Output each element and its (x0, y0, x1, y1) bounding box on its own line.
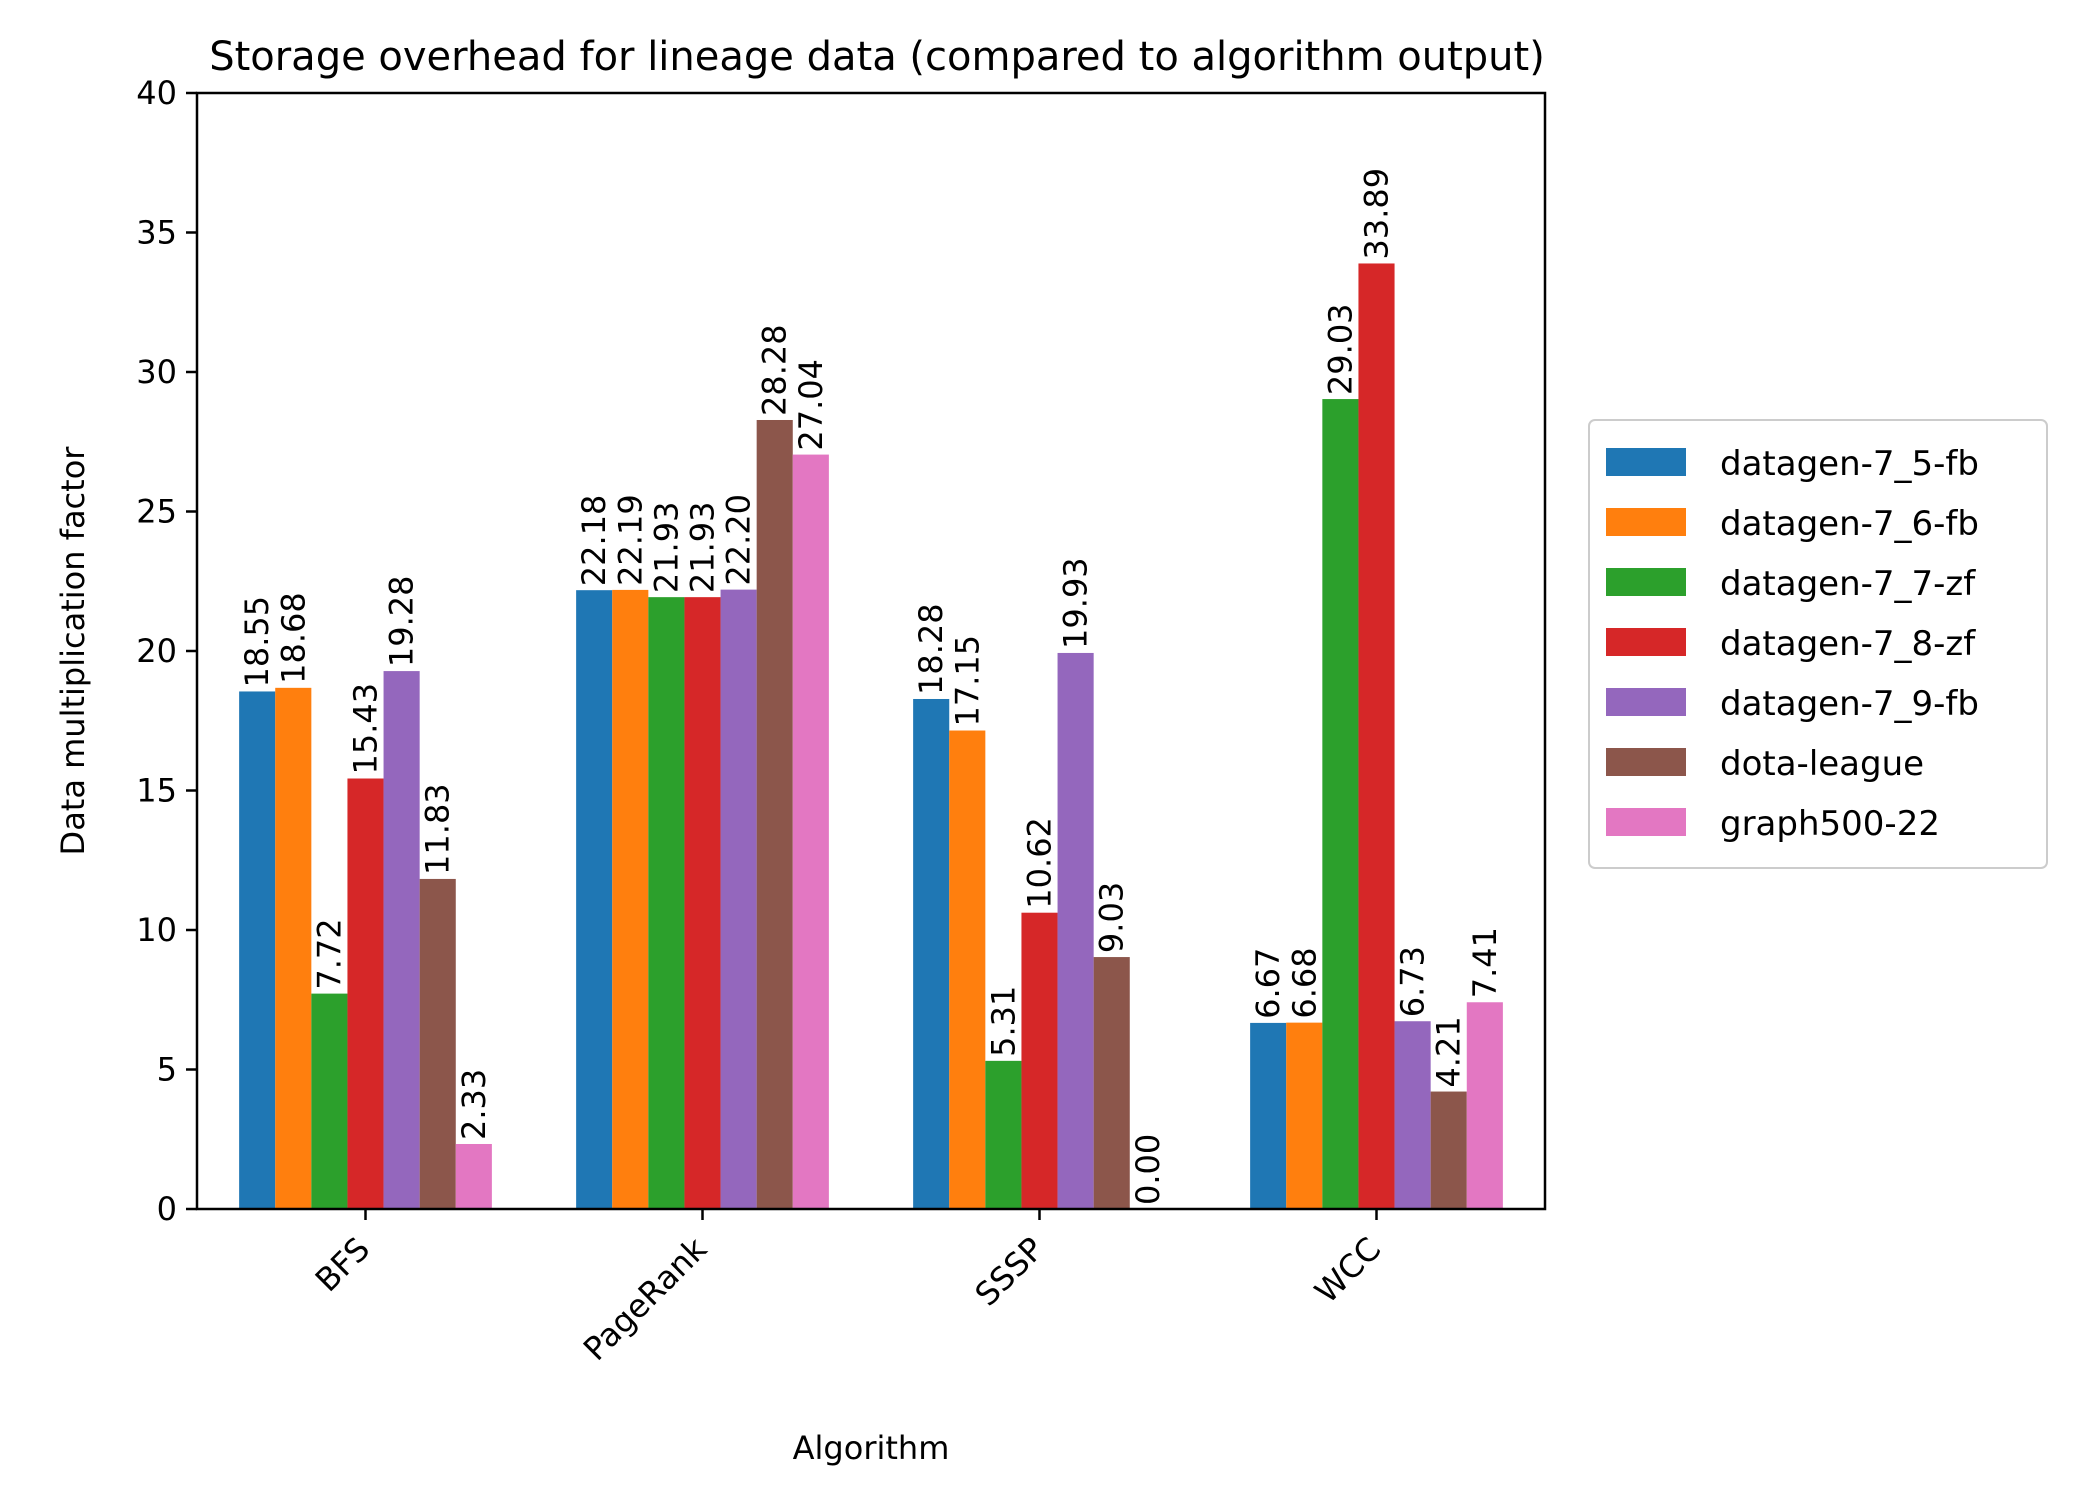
bar-dota-league-SSSP (1093, 957, 1130, 1209)
bar-dota-league-WCC (1430, 1091, 1467, 1209)
bar-value-label: 28.28 (756, 324, 794, 416)
bar-datagen-7_7-zf-BFS (311, 993, 348, 1209)
legend-entry-datagen-7_9-fb: datagen-7_9-fb (1720, 684, 1979, 724)
bar-datagen-7_7-zf-WCC (1322, 399, 1359, 1209)
legend: datagen-7_5-fb datagen-7_6-fb datagen-7_7-… (1588, 419, 2048, 869)
bar-value-label: 6.68 (1285, 947, 1323, 1018)
bar-value-label: 27.04 (792, 359, 830, 451)
bar-value-label: 7.72 (310, 918, 348, 989)
bar-dota-league-BFS (419, 878, 456, 1209)
bar-value-label: 2.33 (455, 1069, 493, 1140)
legend-swatch (1606, 688, 1686, 716)
bars-layer (239, 263, 1503, 1210)
bar-value-label: 9.03 (1093, 882, 1131, 953)
bar-datagen-7_5-fb-SSSP (913, 698, 950, 1209)
legend-swatch (1606, 748, 1686, 776)
bar-datagen-7_9-fb-SSSP (1057, 652, 1094, 1209)
bar-datagen-7_5-fb-BFS (239, 691, 276, 1209)
bar-value-label: 7.41 (1466, 927, 1504, 998)
y-tick-label: 5 (157, 1051, 177, 1089)
bar-value-label: 18.55 (238, 596, 276, 688)
bar-graph500-22-PageRank (792, 454, 829, 1210)
bar-dota-league-PageRank (756, 419, 793, 1209)
legend-swatch (1606, 568, 1686, 596)
bar-value-label: 15.43 (347, 683, 385, 775)
bar-value-label: 22.20 (720, 494, 758, 586)
y-tick-label: 15 (136, 772, 177, 810)
y-tick-label: 30 (136, 353, 177, 391)
bar-value-label: 29.03 (1321, 303, 1359, 395)
bar-value-label: 5.31 (984, 986, 1022, 1057)
legend-entry-dota-league: dota-league (1720, 744, 1924, 784)
y-tick-label: 35 (136, 214, 177, 252)
legend-swatch (1606, 448, 1686, 476)
legend-box (1588, 419, 2048, 869)
bar-value-label: 22.19 (611, 494, 649, 586)
bar-value-label: 18.68 (274, 592, 312, 684)
legend-entry-graph500-22: graph500-22 (1720, 804, 1940, 844)
bar-value-label: 18.28 (912, 603, 950, 695)
bar-value-label: 19.28 (383, 575, 421, 667)
bar-datagen-7_5-fb-PageRank (576, 590, 613, 1209)
legend-swatch (1606, 628, 1686, 656)
legend-entry-datagen-7_7-zf: datagen-7_7-zf (1720, 564, 1976, 604)
y-tick-label: 0 (157, 1190, 177, 1228)
bar-datagen-7_9-fb-PageRank (720, 589, 757, 1209)
bar-value-label: 33.89 (1358, 168, 1396, 260)
bar-datagen-7_9-fb-BFS (383, 671, 420, 1209)
bar-datagen-7_6-fb-PageRank (612, 589, 649, 1209)
bar-datagen-7_8-zf-SSSP (1021, 912, 1058, 1209)
bar-value-label: 4.21 (1430, 1016, 1468, 1087)
bar-datagen-7_8-zf-WCC (1358, 263, 1395, 1210)
bar-datagen-7_5-fb-WCC (1250, 1022, 1287, 1209)
bar-value-label: 6.67 (1249, 948, 1287, 1019)
y-tick-label: 10 (136, 911, 177, 949)
legend-swatch (1606, 808, 1686, 836)
bar-value-label: 10.62 (1021, 817, 1059, 909)
bar-value-label: 19.93 (1057, 557, 1095, 649)
bar-datagen-7_9-fb-WCC (1394, 1021, 1431, 1209)
legend-swatch (1606, 508, 1686, 536)
bar-datagen-7_7-zf-PageRank (648, 597, 685, 1209)
y-axis-label: Data multiplication factor (54, 446, 92, 856)
bar-value-label: 6.73 (1394, 946, 1432, 1017)
y-tick-label: 25 (136, 493, 177, 531)
bar-graph500-22-WCC (1466, 1002, 1503, 1209)
bar-value-label: 11.83 (419, 783, 457, 875)
legend-entry-datagen-7_5-fb: datagen-7_5-fb (1720, 444, 1979, 484)
y-tick-label: 20 (136, 632, 177, 670)
bar-datagen-7_8-zf-PageRank (684, 597, 721, 1209)
bar-value-label: 17.15 (948, 635, 986, 727)
bar-datagen-7_6-fb-SSSP (949, 730, 986, 1209)
bar-datagen-7_6-fb-WCC (1286, 1022, 1323, 1209)
bar-datagen-7_8-zf-BFS (347, 778, 384, 1209)
bar-datagen-7_6-fb-BFS (275, 687, 312, 1209)
bar-graph500-22-BFS (455, 1143, 492, 1209)
bar-value-label: 22.18 (575, 495, 613, 587)
bar-value-label: 21.93 (647, 502, 685, 594)
y-axis: 0 5 10 15 20 25 30 35 40 (136, 74, 197, 1228)
bar-value-label: 21.93 (684, 502, 722, 594)
x-axis-label: Algorithm (793, 1429, 950, 1467)
y-tick-label: 40 (136, 74, 177, 112)
bar-value-label: 0.00 (1129, 1134, 1167, 1205)
legend-entry-datagen-7_8-zf: datagen-7_8-zf (1720, 624, 1976, 664)
chart-title: Storage overhead for lineage data (compa… (209, 34, 1545, 80)
bar-datagen-7_7-zf-SSSP (985, 1060, 1022, 1209)
legend-entry-datagen-7_6-fb: datagen-7_6-fb (1720, 504, 1979, 544)
bar-labels-layer: 18.55 22.18 18.28 6.67 18.68 22.19 17.15 6.68 7.… (238, 168, 1504, 1205)
